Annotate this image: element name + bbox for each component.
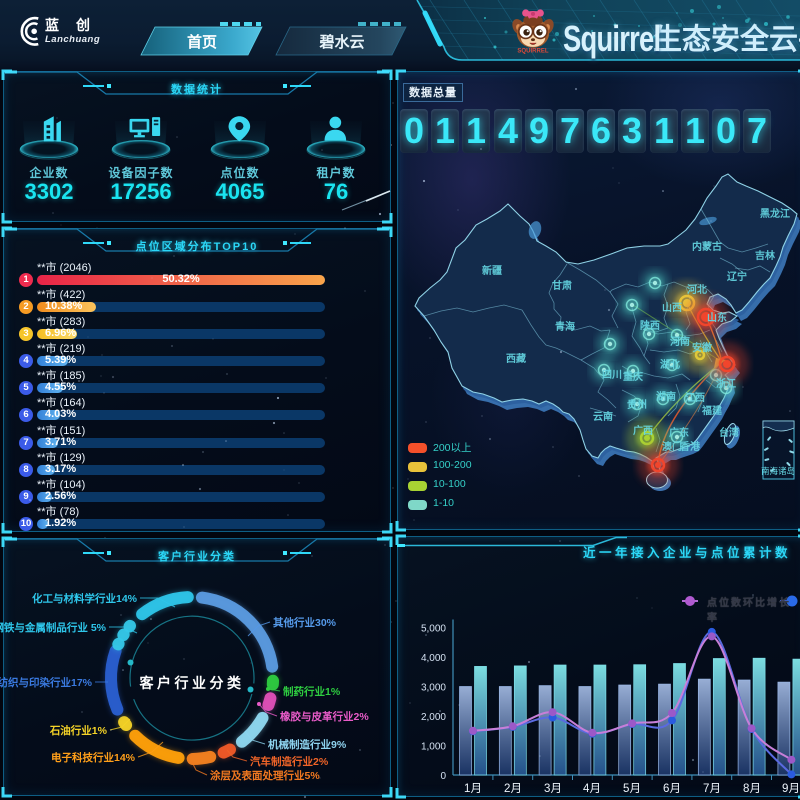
- svg-text:首页: 首页: [187, 33, 217, 51]
- svg-text:南海诸岛: 南海诸岛: [761, 466, 795, 476]
- svg-text:4月: 4月: [583, 783, 601, 795]
- svg-text:台湾: 台湾: [719, 426, 739, 439]
- svg-text:湖南: 湖南: [656, 390, 676, 403]
- svg-text:新疆: 新疆: [482, 264, 502, 277]
- svg-text:甘肃: 甘肃: [552, 279, 572, 292]
- svg-text:3,000: 3,000: [421, 683, 446, 694]
- svg-text:安徽: 安徽: [692, 341, 713, 354]
- svg-text:8月: 8月: [743, 783, 761, 795]
- svg-text:河北: 河北: [687, 283, 707, 296]
- svg-text:山东: 山东: [707, 311, 727, 324]
- svg-text:河南: 河南: [670, 335, 690, 348]
- svg-text:香港: 香港: [680, 440, 701, 453]
- svg-text:广东: 广东: [669, 426, 689, 439]
- svg-text:浙江: 浙江: [716, 377, 736, 390]
- svg-text:广西: 广西: [633, 424, 653, 437]
- svg-text:2月: 2月: [504, 783, 522, 795]
- svg-text:4,000: 4,000: [421, 653, 446, 664]
- svg-text:澳门: 澳门: [662, 440, 682, 453]
- svg-text:西藏: 西藏: [506, 352, 526, 365]
- svg-text:0: 0: [440, 771, 446, 782]
- svg-text:内蒙古: 内蒙古: [692, 240, 722, 253]
- svg-text:陕西: 陕西: [640, 319, 660, 332]
- svg-text:SQUIRREL: SQUIRREL: [517, 49, 548, 55]
- svg-text:3月: 3月: [544, 783, 562, 795]
- svg-text:云南: 云南: [593, 410, 613, 423]
- svg-text:重庆: 重庆: [623, 370, 643, 383]
- svg-text:2,000: 2,000: [421, 712, 446, 723]
- svg-text:7月: 7月: [703, 783, 721, 795]
- svg-text:湖北: 湖北: [660, 358, 680, 371]
- svg-text:碧水云: 碧水云: [318, 33, 364, 51]
- svg-text:6月: 6月: [663, 783, 681, 795]
- svg-text:辽宁: 辽宁: [727, 270, 747, 283]
- svg-text:四川: 四川: [602, 369, 622, 381]
- svg-text:青海: 青海: [555, 320, 575, 333]
- svg-text:1月: 1月: [464, 783, 482, 795]
- svg-text:5月: 5月: [623, 783, 641, 795]
- svg-text:福建: 福建: [701, 404, 723, 417]
- svg-text:山西: 山西: [662, 301, 682, 314]
- svg-text:1,000: 1,000: [421, 742, 446, 753]
- svg-text:贵州: 贵州: [627, 398, 647, 411]
- svg-text:黑龙江: 黑龙江: [760, 207, 790, 220]
- svg-text:9月: 9月: [782, 783, 800, 795]
- svg-text:5,000: 5,000: [421, 624, 446, 635]
- svg-text:吉林: 吉林: [755, 249, 776, 262]
- svg-text:江西: 江西: [685, 391, 705, 404]
